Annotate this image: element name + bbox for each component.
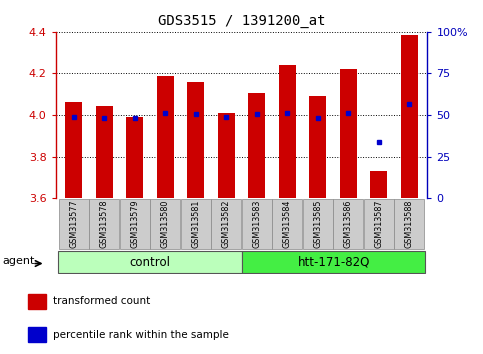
FancyBboxPatch shape <box>120 199 150 249</box>
Text: percentile rank within the sample: percentile rank within the sample <box>53 330 229 339</box>
Text: GSM313588: GSM313588 <box>405 200 413 248</box>
Bar <box>218 113 235 198</box>
FancyBboxPatch shape <box>364 199 394 249</box>
Text: GSM313587: GSM313587 <box>374 200 383 248</box>
FancyBboxPatch shape <box>150 199 180 249</box>
Bar <box>28 294 46 309</box>
FancyBboxPatch shape <box>242 199 271 249</box>
Bar <box>157 75 174 198</box>
FancyBboxPatch shape <box>181 199 211 249</box>
Bar <box>340 69 356 198</box>
Bar <box>66 102 82 198</box>
FancyBboxPatch shape <box>333 199 363 249</box>
Text: htt-171-82Q: htt-171-82Q <box>298 256 370 269</box>
FancyBboxPatch shape <box>59 199 89 249</box>
Text: GSM313585: GSM313585 <box>313 200 322 248</box>
Text: GSM313581: GSM313581 <box>191 200 200 248</box>
FancyBboxPatch shape <box>394 199 424 249</box>
FancyBboxPatch shape <box>242 251 425 273</box>
Text: control: control <box>129 256 170 269</box>
FancyBboxPatch shape <box>272 199 302 249</box>
Bar <box>96 106 113 198</box>
Bar <box>28 327 46 342</box>
Text: transformed count: transformed count <box>53 296 150 307</box>
Text: GSM313578: GSM313578 <box>100 200 109 248</box>
Bar <box>370 171 387 198</box>
Bar <box>127 117 143 198</box>
Text: GSM313582: GSM313582 <box>222 200 231 248</box>
FancyBboxPatch shape <box>89 199 119 249</box>
Text: agent: agent <box>3 256 35 266</box>
FancyBboxPatch shape <box>212 199 241 249</box>
Text: GSM313577: GSM313577 <box>70 200 78 249</box>
Title: GDS3515 / 1391200_at: GDS3515 / 1391200_at <box>158 14 325 28</box>
Text: GSM313586: GSM313586 <box>344 200 353 248</box>
FancyBboxPatch shape <box>58 251 242 273</box>
Bar <box>401 35 417 198</box>
Text: GSM313583: GSM313583 <box>252 200 261 248</box>
Bar <box>248 93 265 198</box>
Bar <box>187 82 204 198</box>
Bar <box>279 65 296 198</box>
Text: GSM313579: GSM313579 <box>130 200 139 249</box>
FancyBboxPatch shape <box>303 199 333 249</box>
Text: GSM313584: GSM313584 <box>283 200 292 248</box>
Text: GSM313580: GSM313580 <box>161 200 170 248</box>
Bar <box>309 96 326 198</box>
